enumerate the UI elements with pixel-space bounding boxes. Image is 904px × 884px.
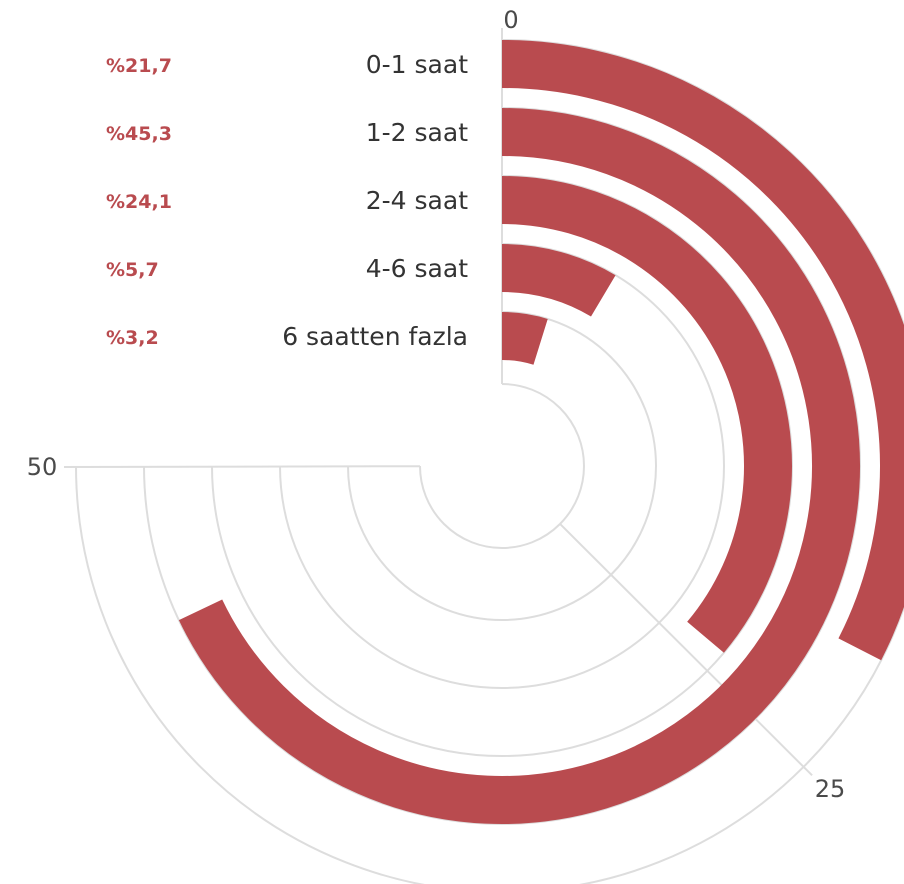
bar-0-1-saat [501, 40, 904, 661]
axis-tick-label: 25 [815, 775, 846, 803]
bars [178, 40, 904, 824]
value-label: %21,7 [106, 55, 172, 77]
category-label: 6 saatten fazla [282, 322, 468, 351]
value-label: %45,3 [106, 123, 172, 145]
category-label: 4-6 saat [366, 254, 468, 283]
category-label: 1-2 saat [366, 118, 468, 147]
value-label: %3,2 [106, 327, 159, 349]
value-label: %24,1 [106, 191, 172, 213]
bar-2-4-saat [501, 176, 792, 653]
axis-tick-label: 50 [27, 453, 58, 481]
labels: 0 25 50 0-1 saat %21,7 1-2 saat %45,3 2-4 saat%… [27, 6, 846, 803]
axis-tick-label: 0 [503, 6, 518, 34]
category-label: 2-4 saat [366, 186, 468, 215]
grid-radial-line [63, 465, 421, 469]
bar-4-6-saat [501, 244, 616, 317]
category-label: 0-1 saat [366, 50, 468, 79]
grid-radial-line [559, 523, 813, 777]
bar-6-saatten-fazla [501, 312, 548, 365]
bar-1-2-saat [178, 108, 860, 824]
value-label: %5,7 [106, 259, 159, 281]
grid-arc [419, 383, 585, 549]
